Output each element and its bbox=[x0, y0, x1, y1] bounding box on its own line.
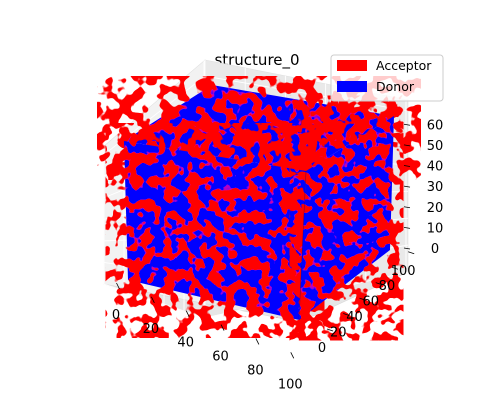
legend-swatch-donor bbox=[337, 81, 367, 92]
x-tick-label: 80 bbox=[247, 363, 264, 378]
z-tick-mark bbox=[403, 144, 411, 147]
cube-top-face bbox=[124, 85, 394, 171]
grid-line bbox=[103, 75, 206, 155]
y-tick-mark bbox=[359, 297, 366, 301]
x-tick-mark bbox=[150, 296, 155, 304]
z-tick-label: 20 bbox=[427, 201, 444, 216]
legend-label-acceptor: Acceptor bbox=[376, 58, 432, 73]
x-tick-mark bbox=[116, 282, 120, 290]
x-tick-mark bbox=[255, 338, 260, 345]
voxel-cube bbox=[124, 85, 394, 321]
y-tick-label: 60 bbox=[362, 295, 379, 310]
z-tick-label: 0 bbox=[431, 242, 439, 257]
y-tick-label: 20 bbox=[330, 326, 347, 341]
y-tick-mark bbox=[375, 282, 382, 286]
y-tick-mark bbox=[343, 313, 350, 316]
y-tick-mark bbox=[326, 328, 334, 332]
z-tick-label: 30 bbox=[427, 180, 444, 195]
y-tick-mark bbox=[391, 266, 399, 270]
cube-front-right-face bbox=[299, 116, 394, 320]
z-tick-mark bbox=[403, 247, 411, 250]
z-tick-mark bbox=[403, 226, 411, 229]
cube-edge bbox=[298, 170, 307, 321]
cube-front-left-face bbox=[124, 141, 306, 320]
grid-line bbox=[103, 283, 206, 319]
x-axis: 0 20 40 60 80 100 bbox=[112, 282, 303, 392]
z-axis: 0 10 20 30 40 50 60 bbox=[403, 118, 444, 257]
x-tick-label: 100 bbox=[278, 377, 303, 392]
z-tick-mark bbox=[403, 123, 411, 126]
grid-line bbox=[204, 75, 409, 112]
z-tick-mark bbox=[403, 206, 411, 209]
x-tick-mark bbox=[220, 324, 225, 331]
legend: Acceptor Donor bbox=[330, 54, 444, 102]
x-tick-label: 60 bbox=[212, 350, 229, 365]
legend-swatch-acceptor bbox=[337, 60, 367, 71]
y-tick-label: 80 bbox=[379, 279, 396, 294]
y-tick-mark bbox=[408, 251, 415, 255]
y-tick-label: 100 bbox=[391, 264, 416, 279]
z-tick-label: 60 bbox=[427, 118, 444, 133]
z-tick-mark bbox=[403, 185, 411, 188]
z-tick-label: 40 bbox=[427, 160, 444, 175]
x-tick-mark bbox=[185, 310, 190, 317]
y-tick-label: 40 bbox=[346, 310, 363, 325]
legend-label-donor: Donor bbox=[376, 79, 415, 94]
z-tick-label: 50 bbox=[427, 139, 444, 154]
chart-title: structure_0 bbox=[214, 51, 299, 70]
x-tick-label: 20 bbox=[143, 322, 160, 337]
x-tick-label: 40 bbox=[177, 336, 194, 351]
x-tick-label: 0 bbox=[112, 308, 120, 323]
x-tick-mark bbox=[290, 352, 295, 359]
z-tick-label: 10 bbox=[427, 221, 444, 236]
y-tick-label: 0 bbox=[318, 341, 326, 356]
z-tick-mark bbox=[403, 165, 411, 167]
